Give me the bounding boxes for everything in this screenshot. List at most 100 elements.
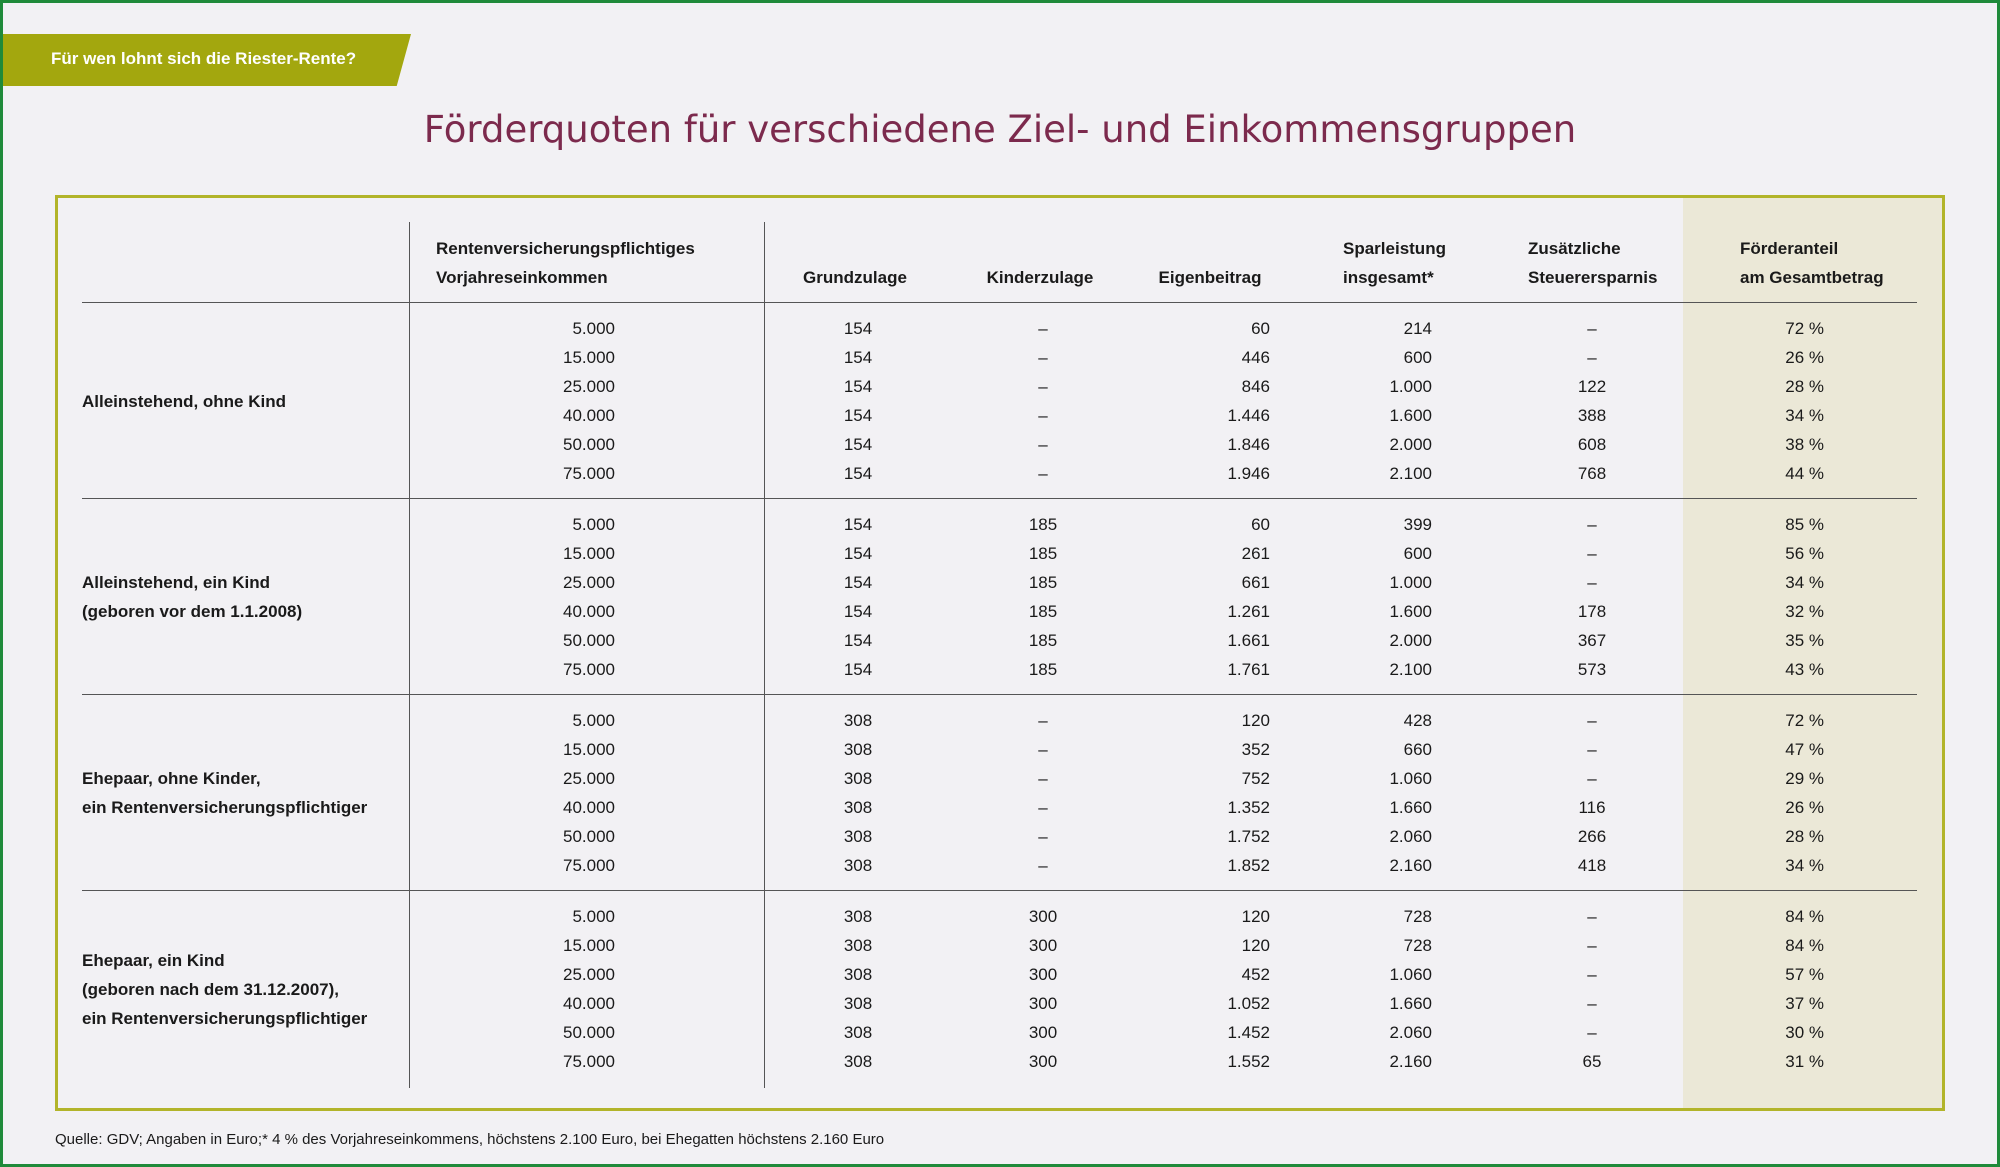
cell-steuerersparnis: – — [1587, 347, 1597, 367]
cell-income: 75.000 — [563, 463, 615, 483]
cell-foerderanteil: 29 % — [1785, 768, 1824, 788]
cell-foerderanteil: 31 % — [1785, 1051, 1824, 1071]
cell-eigenbeitrag: 352 — [1241, 739, 1270, 759]
cell-income: 40.000 — [563, 601, 615, 621]
cell-grundzulage: 154 — [843, 659, 873, 679]
cell-kinderzulage: – — [1038, 826, 1048, 846]
cell-kinderzulage: – — [1038, 319, 1048, 338]
cell-sparleistung: 600 — [1403, 543, 1432, 563]
cell-grundzulage: 308 — [843, 1022, 873, 1042]
source-footnote: Quelle: GDV; Angaben in Euro;* 4 % des V… — [55, 1131, 885, 1148]
cell-steuerersparnis: 388 — [1577, 405, 1607, 425]
cell-kinderzulage: 185 — [1028, 572, 1058, 592]
cell-kinderzulage: 185 — [1028, 630, 1058, 650]
cell-steuerersparnis: – — [1587, 768, 1597, 788]
cell-income: 25.000 — [563, 964, 615, 984]
cell-sparleistung: 1.660 — [1389, 993, 1432, 1013]
header-income: Rentenversicherungspflichtiges Vorjahres… — [436, 239, 695, 287]
cell-steuerersparnis: – — [1587, 543, 1597, 563]
cell-kinderzulage: – — [1038, 405, 1048, 425]
cell-sparleistung: 2.160 — [1389, 1051, 1432, 1071]
cell-foerderanteil: 72 % — [1785, 319, 1824, 338]
cell-grundzulage: 308 — [843, 964, 873, 984]
cell-eigenbeitrag: 446 — [1241, 347, 1270, 367]
cell-foerderanteil: 30 % — [1785, 1022, 1824, 1042]
cell-grundzulage: 154 — [843, 347, 873, 367]
cell-steuerersparnis: – — [1587, 907, 1597, 926]
cell-income: 5.000 — [572, 515, 615, 534]
cell-kinderzulage: – — [1038, 768, 1048, 788]
cell-foerderanteil: 38 % — [1785, 434, 1824, 454]
row-divider — [82, 890, 1917, 891]
cell-grundzulage: 154 — [843, 434, 873, 454]
cell-steuerersparnis: – — [1587, 515, 1597, 534]
cell-kinderzulage: – — [1038, 797, 1048, 817]
cell-grundzulage: 154 — [843, 630, 873, 650]
cell-kinderzulage: – — [1038, 463, 1048, 483]
cell-income: 15.000 — [563, 347, 615, 367]
column-divider — [409, 222, 410, 1088]
cell-eigenbeitrag: 1.552 — [1227, 1051, 1270, 1071]
group-label: Alleinstehend, ein Kind (geboren vor dem… — [82, 573, 303, 622]
cell-grundzulage: 308 — [843, 768, 873, 788]
cell-foerderanteil: 26 % — [1785, 797, 1824, 817]
cell-grundzulage: 154 — [843, 405, 873, 425]
cell-eigenbeitrag: 1.446 — [1227, 405, 1270, 425]
cell-income: 15.000 — [563, 543, 615, 563]
cell-eigenbeitrag: 752 — [1241, 768, 1270, 788]
cell-grundzulage: 154 — [843, 601, 873, 621]
cell-kinderzulage: 300 — [1028, 935, 1058, 955]
cell-grundzulage: 154 — [843, 319, 873, 338]
cell-foerderanteil: 34 % — [1785, 855, 1824, 875]
cell-steuerersparnis: 573 — [1577, 659, 1607, 679]
cell-grundzulage: 308 — [843, 826, 873, 846]
cell-income: 50.000 — [563, 1022, 615, 1042]
cell-steuerersparnis: 768 — [1577, 463, 1607, 483]
header-foerderanteil: Förderanteil am Gesamtbetrag — [1740, 239, 1884, 287]
cell-foerderanteil: 84 % — [1785, 935, 1824, 955]
cell-eigenbeitrag: 1.052 — [1227, 993, 1270, 1013]
cell-sparleistung: 2.060 — [1389, 1022, 1432, 1042]
cell-grundzulage: 308 — [843, 739, 873, 759]
cell-sparleistung: 1.060 — [1389, 964, 1432, 984]
cell-income: 5.000 — [572, 711, 615, 730]
cell-income: 75.000 — [563, 855, 615, 875]
cell-kinderzulage: – — [1038, 434, 1048, 454]
cell-kinderzulage: 185 — [1028, 659, 1058, 679]
cell-income: 50.000 — [563, 434, 615, 454]
cell-eigenbeitrag: 60 — [1251, 515, 1270, 534]
cell-grundzulage: 154 — [843, 376, 873, 396]
cell-steuerersparnis: – — [1587, 993, 1597, 1013]
cell-eigenbeitrag: 120 — [1241, 711, 1270, 730]
cell-steuerersparnis: 116 — [1578, 797, 1606, 817]
cell-foerderanteil: 43 % — [1785, 659, 1824, 679]
cell-foerderanteil: 26 % — [1785, 347, 1824, 367]
cell-foerderanteil: 28 % — [1785, 376, 1824, 396]
table-box — [55, 195, 1945, 1111]
cell-grundzulage: 154 — [843, 572, 873, 592]
cell-steuerersparnis: – — [1587, 1022, 1597, 1042]
cell-kinderzulage: 185 — [1028, 515, 1058, 534]
cell-steuerersparnis: – — [1587, 572, 1597, 592]
group-label: Ehepaar, ein Kind (geboren nach dem 31.1… — [82, 950, 368, 1028]
cell-eigenbeitrag: 846 — [1241, 376, 1270, 396]
cell-income: 75.000 — [563, 1051, 615, 1071]
cell-steuerersparnis: 178 — [1577, 601, 1607, 621]
cell-eigenbeitrag: 1.946 — [1227, 463, 1270, 483]
cell-eigenbeitrag: 1.846 — [1227, 434, 1270, 454]
group-label: Ehepaar, ohne Kinder, ein Rentenversiche… — [82, 769, 368, 818]
cell-income: 50.000 — [563, 826, 615, 846]
cell-sparleistung: 399 — [1403, 515, 1432, 534]
row-divider — [82, 302, 1917, 303]
cell-sparleistung: 2.000 — [1389, 630, 1432, 650]
cell-foerderanteil: 37 % — [1785, 993, 1824, 1013]
cell-kinderzulage: 300 — [1028, 993, 1058, 1013]
cell-kinderzulage: 185 — [1028, 543, 1058, 563]
cell-sparleistung: 660 — [1403, 739, 1432, 759]
cell-kinderzulage: – — [1038, 711, 1048, 730]
cell-steuerersparnis: – — [1587, 319, 1597, 338]
cell-kinderzulage: 185 — [1028, 601, 1058, 621]
cell-grundzulage: 308 — [843, 1051, 873, 1071]
cell-eigenbeitrag: 1.661 — [1227, 630, 1270, 650]
